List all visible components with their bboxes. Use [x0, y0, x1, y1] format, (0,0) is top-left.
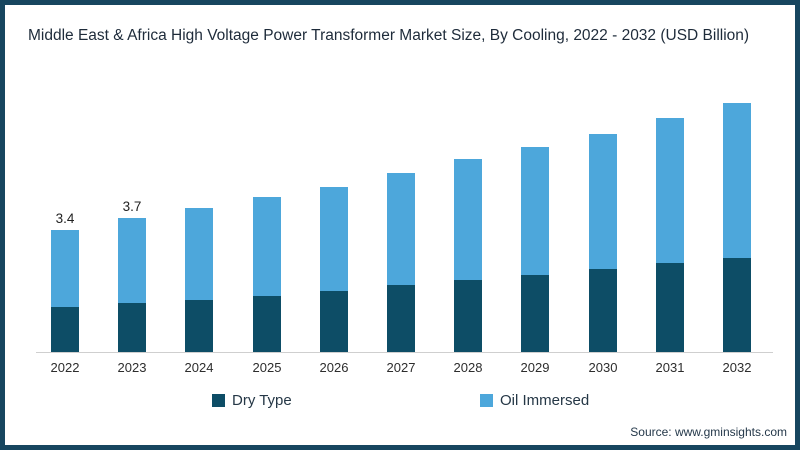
oil-immersed-segment-2022[interactable]	[51, 230, 79, 307]
oil-immersed-segment-2030[interactable]	[589, 134, 617, 269]
dry-type-segment-2025[interactable]	[253, 296, 281, 352]
legend-item-dry-type[interactable]: Dry Type	[212, 392, 292, 409]
dry-type-segment-2024[interactable]	[185, 300, 213, 352]
dry-type-segment-2031[interactable]	[656, 263, 684, 352]
oil-immersed-segment-2028[interactable]	[454, 159, 482, 280]
oil-immersed-legend-swatch-icon	[480, 394, 493, 407]
legend-item-oil-immersed[interactable]: Oil Immersed	[480, 392, 589, 409]
oil-immersed-segment-2029[interactable]	[521, 147, 549, 275]
x-axis-label-2022: 2022	[50, 360, 80, 375]
oil-immersed-segment-2026[interactable]	[320, 187, 348, 291]
x-axis-label-2025: 2025	[252, 360, 282, 375]
dry-type-segment-2027[interactable]	[387, 285, 415, 352]
x-axis-label-2024: 2024	[184, 360, 214, 375]
x-axis-label-2027: 2027	[386, 360, 416, 375]
oil-immersed-segment-2027[interactable]	[387, 173, 415, 285]
oil-immersed-segment-2025[interactable]	[253, 197, 281, 296]
dry-type-segment-2022[interactable]	[51, 307, 79, 352]
dry-type-segment-2026[interactable]	[320, 291, 348, 352]
x-axis-label-2028: 2028	[453, 360, 483, 375]
dry-type-segment-2029[interactable]	[521, 275, 549, 352]
dry-type-segment-2032[interactable]	[723, 258, 751, 352]
dry-type-legend-label: Dry Type	[232, 392, 292, 409]
x-axis-label-2029: 2029	[520, 360, 550, 375]
dry-type-legend-swatch-icon	[212, 394, 225, 407]
dry-type-segment-2030[interactable]	[589, 269, 617, 352]
bar-value-label-2022: 3.4	[55, 211, 75, 226]
bar-value-label-2023: 3.7	[122, 199, 142, 214]
chart-title: Middle East & Africa High Voltage Power …	[28, 27, 750, 44]
dry-type-segment-2028[interactable]	[454, 280, 482, 352]
source-text: Source: www.gminsights.com	[630, 425, 787, 439]
oil-immersed-segment-2024[interactable]	[185, 208, 213, 300]
oil-immersed-segment-2031[interactable]	[656, 118, 684, 263]
x-axis-line	[36, 352, 773, 353]
oil-immersed-segment-2032[interactable]	[723, 103, 751, 258]
dry-type-segment-2023[interactable]	[118, 303, 146, 352]
x-axis-label-2031: 2031	[655, 360, 685, 375]
oil-immersed-legend-label: Oil Immersed	[500, 392, 590, 409]
x-axis-label-2032: 2032	[722, 360, 752, 375]
x-axis-label-2026: 2026	[319, 360, 349, 375]
oil-immersed-segment-2023[interactable]	[118, 218, 146, 303]
x-axis-label-2023: 2023	[117, 360, 147, 375]
x-axis-label-2030: 2030	[588, 360, 618, 375]
